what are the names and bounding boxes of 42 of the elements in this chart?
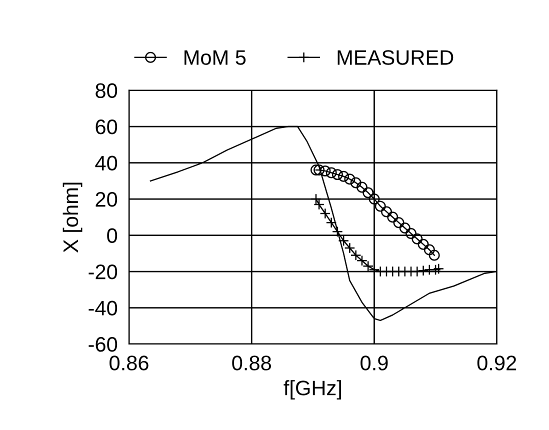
point	[374, 200, 386, 212]
point	[326, 167, 337, 178]
point	[418, 238, 429, 250]
x-tick-label: 0.92	[477, 356, 516, 370]
y-tick-label: -20	[88, 264, 118, 280]
point	[356, 182, 368, 193]
point	[310, 164, 322, 176]
point	[399, 222, 410, 234]
y-tick-label: 80	[96, 83, 118, 98]
y-tick-label: 0	[107, 228, 118, 244]
point	[344, 242, 356, 254]
point	[332, 169, 343, 180]
legend-label: MoM 5	[184, 50, 246, 65]
point	[412, 233, 423, 244]
point	[338, 170, 350, 182]
y-tick-label: -40	[88, 300, 118, 316]
point	[428, 250, 440, 261]
y-tick-label: -60	[88, 337, 118, 352]
y-axis-title: X [ohm]	[62, 182, 82, 253]
point	[381, 206, 392, 218]
point	[344, 174, 356, 185]
point	[393, 217, 404, 228]
y-tick-label: 40	[95, 156, 118, 171]
point	[362, 260, 374, 272]
point	[362, 187, 374, 198]
x-tick-label: 0.9	[360, 356, 388, 370]
legend-label: MEASURED	[338, 50, 454, 65]
point	[338, 235, 350, 246]
point	[368, 194, 380, 205]
x-axis-title: f[GHz]	[284, 380, 341, 400]
x-tick-label: 0.88	[232, 356, 271, 370]
x-tick-label: 0.86	[110, 356, 148, 370]
point	[387, 212, 398, 223]
point	[424, 244, 435, 256]
point	[314, 164, 325, 176]
point	[350, 177, 362, 188]
y-tick-label: 60	[96, 120, 118, 134]
point	[320, 165, 331, 176]
point	[406, 228, 417, 239]
y-tick-label: 20	[96, 192, 118, 207]
point	[356, 255, 368, 266]
point	[320, 208, 331, 220]
